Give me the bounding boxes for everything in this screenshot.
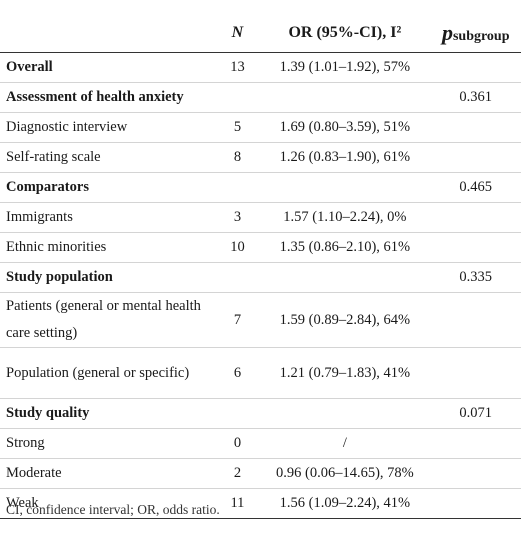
row-n: 0 bbox=[215, 428, 260, 459]
row-or bbox=[259, 82, 431, 113]
row-label-text: Patients (general or mental health care … bbox=[6, 298, 201, 341]
row-label: Study population bbox=[0, 262, 216, 293]
table-row: Ethnic minorities 10 1.35 (0.86–2.10), 6… bbox=[0, 232, 521, 263]
row-or: 1.57 (1.10–2.24), 0% bbox=[259, 202, 431, 233]
row-n: 13 bbox=[215, 52, 260, 83]
section-row: Study population 0.335 bbox=[0, 262, 521, 293]
row-p bbox=[430, 292, 521, 348]
section-row: Comparators 0.465 bbox=[0, 172, 521, 203]
row-label: Comparators bbox=[0, 172, 216, 203]
row-p: 0.071 bbox=[430, 398, 521, 429]
section-row: Assessment of health anxiety 0.361 bbox=[0, 82, 521, 113]
row-n: 7 bbox=[215, 292, 260, 348]
row-label: Strong bbox=[0, 428, 216, 459]
table-row: Immigrants 3 1.57 (1.10–2.24), 0% bbox=[0, 202, 521, 233]
row-p bbox=[430, 458, 521, 489]
row-label: Population (general or specific) bbox=[0, 347, 216, 399]
row-label-text: Population (general or specific) bbox=[6, 364, 190, 381]
row-n: 8 bbox=[215, 142, 260, 173]
row-label: Overall bbox=[0, 52, 216, 83]
header-label bbox=[0, 14, 216, 53]
row-n bbox=[215, 398, 260, 429]
row-or bbox=[259, 262, 431, 293]
row-label: Moderate bbox=[0, 458, 216, 489]
row-or: 1.69 (0.80–3.59), 51% bbox=[259, 112, 431, 143]
row-p: 0.361 bbox=[430, 82, 521, 113]
row-label: Immigrants bbox=[0, 202, 216, 233]
row-label: Assessment of health anxiety bbox=[0, 82, 216, 113]
row-p bbox=[430, 112, 521, 143]
row-or bbox=[259, 172, 431, 203]
row-n: 10 bbox=[215, 232, 260, 263]
table-row: Population (general or specific) 6 1.21 … bbox=[0, 347, 521, 399]
row-or bbox=[259, 398, 431, 429]
row-n: 6 bbox=[215, 347, 260, 399]
table-row: Moderate 2 0.96 (0.06–14.65), 78% bbox=[0, 458, 521, 489]
row-or: 1.26 (0.83–1.90), 61% bbox=[259, 142, 431, 173]
table-row: Patients (general or mental health care … bbox=[0, 292, 521, 348]
row-or: 1.35 (0.86–2.10), 61% bbox=[259, 232, 431, 263]
section-row: Study quality 0.071 bbox=[0, 398, 521, 429]
header-n: N bbox=[215, 14, 260, 53]
table-row: Self-rating scale 8 1.26 (0.83–1.90), 61… bbox=[0, 142, 521, 173]
table-row: Diagnostic interview 5 1.69 (0.80–3.59),… bbox=[0, 112, 521, 143]
row-n bbox=[215, 172, 260, 203]
table-row: Overall 13 1.39 (1.01–1.92), 57% bbox=[0, 52, 521, 83]
header-p-main: p bbox=[441, 20, 453, 45]
row-p bbox=[430, 232, 521, 263]
row-or: 1.59 (0.89–2.84), 64% bbox=[259, 292, 431, 348]
row-n: 3 bbox=[215, 202, 260, 233]
row-n: 5 bbox=[215, 112, 260, 143]
row-or: 1.21 (0.79–1.83), 41% bbox=[259, 347, 431, 399]
table-header-row: N OR (95%-CI), I² psubgroup bbox=[0, 14, 521, 53]
row-label: Ethnic minorities bbox=[0, 232, 216, 263]
table-row: Strong 0 / bbox=[0, 428, 521, 459]
row-n bbox=[215, 262, 260, 293]
subgroup-analysis-table: N OR (95%-CI), I² psubgroup Overall 13 1… bbox=[0, 14, 521, 519]
row-n: 2 bbox=[215, 458, 260, 489]
header-n-text: N bbox=[231, 24, 244, 41]
row-label: Patients (general or mental health care … bbox=[0, 292, 216, 348]
row-p: 0.335 bbox=[430, 262, 521, 293]
row-label: Weak bbox=[0, 488, 216, 519]
row-n bbox=[215, 82, 260, 113]
row-p bbox=[430, 202, 521, 233]
header-or: OR (95%-CI), I² bbox=[259, 14, 431, 53]
header-p-sub: subgroup bbox=[452, 29, 510, 44]
row-label: Study quality bbox=[0, 398, 216, 429]
row-n: 11 bbox=[215, 488, 260, 519]
row-p bbox=[430, 428, 521, 459]
header-p-subgroup: psubgroup bbox=[430, 14, 521, 53]
row-label: Self-rating scale bbox=[0, 142, 216, 173]
row-or: 1.39 (1.01–1.92), 57% bbox=[259, 52, 431, 83]
row-or: 1.56 (1.09–2.24), 41% bbox=[259, 488, 431, 519]
row-p bbox=[430, 488, 521, 519]
row-p bbox=[430, 142, 521, 173]
row-p bbox=[430, 52, 521, 83]
table-row: Weak 11 1.56 (1.09–2.24), 41% bbox=[0, 488, 521, 519]
row-p: 0.465 bbox=[430, 172, 521, 203]
row-or: / bbox=[259, 428, 431, 459]
row-p bbox=[430, 347, 521, 399]
table-footnote: CI, confidence interval; OR, odds ratio. bbox=[6, 502, 220, 517]
row-label: Diagnostic interview bbox=[0, 112, 216, 143]
row-or: 0.96 (0.06–14.65), 78% bbox=[259, 458, 431, 489]
